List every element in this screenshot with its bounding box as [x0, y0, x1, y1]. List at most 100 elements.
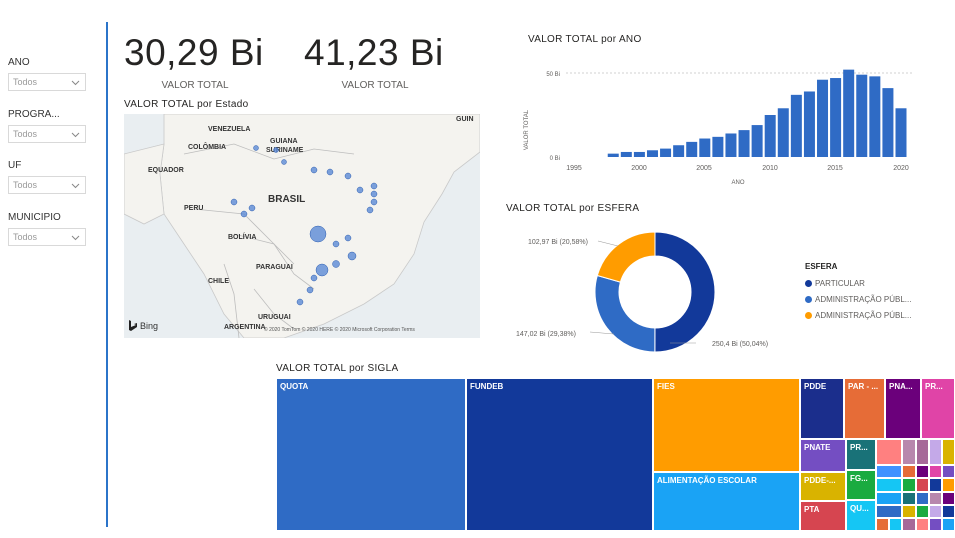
kpi-label-1: VALOR TOTAL	[161, 80, 229, 91]
slice-label: 250,4 Bi (50,04%)	[712, 341, 768, 348]
slicer-programa: PROGRA... Todos	[8, 109, 88, 143]
slicer-label: UF	[8, 160, 22, 171]
small-tile	[876, 465, 903, 479]
donut-slice-2[interactable]	[596, 231, 656, 283]
map-bubble	[309, 225, 327, 243]
bar-2013[interactable]	[803, 91, 815, 157]
map-bubble	[344, 172, 352, 180]
legend-dot	[805, 279, 812, 287]
bar-2017[interactable]	[856, 74, 868, 157]
tile-label: PAR - ...	[848, 382, 879, 391]
map-label-argentina: ARGENTINA	[224, 324, 266, 331]
bar-2007[interactable]	[725, 133, 737, 157]
tile-label: PNA...	[889, 382, 913, 391]
bar-2012[interactable]	[790, 94, 802, 157]
chevron-down-icon	[71, 80, 80, 85]
map-bubbles	[230, 145, 378, 306]
tile-pr-mid[interactable]: PR...	[846, 439, 876, 470]
leader-line	[597, 240, 619, 247]
leader-line	[589, 331, 615, 335]
bar-2019[interactable]	[882, 88, 894, 157]
small-tile	[876, 504, 903, 518]
small-tile	[889, 517, 903, 531]
legend-item[interactable]: PARTICULAR	[805, 275, 911, 291]
uf-dropdown[interactable]: Todos	[8, 176, 86, 194]
map-bubble	[310, 166, 318, 174]
xtick-label: 2020	[893, 165, 909, 172]
bar-2000[interactable]	[633, 151, 645, 157]
tile-par[interactable]: PAR - ...	[844, 378, 885, 439]
treemap[interactable]: QUOTA FUNDEB FIES ALIMENTAÇÃO ESCOLAR PD…	[276, 378, 955, 531]
tile-label: PDDE-...	[804, 476, 836, 485]
chevron-down-icon	[71, 183, 80, 188]
map-bubble	[344, 234, 352, 242]
bar-2016[interactable]	[843, 69, 855, 157]
tile-label: PDDE	[804, 382, 827, 391]
bar-2005[interactable]	[699, 138, 711, 157]
small-tile	[902, 504, 916, 518]
donut-slice-1[interactable]	[594, 274, 656, 353]
tile-fg[interactable]: FG...	[846, 470, 876, 500]
tile-pr-top[interactable]: PR...	[921, 378, 955, 439]
legend-title: ESFERA	[805, 262, 838, 271]
slicer-municipio: MUNICIPIO Todos	[8, 212, 88, 246]
bar-2004[interactable]	[686, 141, 698, 157]
tile-pta[interactable]: PTA	[800, 501, 846, 531]
small-tile	[902, 439, 916, 466]
bar-2018[interactable]	[869, 76, 881, 157]
tile-label: FG...	[850, 474, 868, 483]
tile-label: ALIMENTAÇÃO ESCOLAR	[657, 476, 757, 485]
map-bubble	[370, 182, 378, 190]
tile-pdde[interactable]: PDDE	[800, 378, 844, 439]
small-tile	[876, 439, 903, 466]
tile-label: QUOTA	[280, 382, 309, 391]
small-tile	[928, 465, 942, 479]
ano-dropdown[interactable]: Todos	[8, 73, 86, 91]
bar-chart[interactable]: VALOR TOTAL ANO 50 Bi 0 Bi 1995 2000 200…	[520, 52, 920, 187]
map-label-equador: EQUADOR	[148, 167, 184, 174]
legend-item[interactable]: ADMINISTRAÇÃO PÚBL...	[805, 291, 911, 307]
xtick-label: 2005	[696, 165, 712, 172]
tile-quota[interactable]: QUOTA	[276, 378, 466, 531]
bar-1999[interactable]	[620, 151, 632, 157]
tile-pdde2[interactable]: PDDE-...	[800, 472, 846, 501]
bar-2001[interactable]	[646, 150, 658, 157]
tile-qu[interactable]: QU...	[846, 500, 876, 531]
bar-2020[interactable]	[895, 108, 907, 157]
tile-pna[interactable]: PNA...	[885, 378, 921, 439]
xtick-label: 2000	[631, 165, 647, 172]
bar-2009[interactable]	[751, 125, 763, 157]
tile-fundeb[interactable]: FUNDEB	[466, 378, 653, 531]
tile-alimentacao[interactable]: ALIMENTAÇÃO ESCOLAR	[653, 472, 800, 531]
map-bubble	[332, 260, 340, 268]
dropdown-value: Todos	[13, 129, 38, 139]
map-bubble	[273, 147, 279, 153]
small-tile	[902, 517, 916, 531]
programa-dropdown[interactable]: Todos	[8, 125, 86, 143]
donut-slice-0[interactable]	[654, 231, 716, 353]
legend-label: ADMINISTRAÇÃO PÚBL...	[815, 294, 912, 304]
map-bubble	[326, 168, 334, 176]
municipio-dropdown[interactable]: Todos	[8, 228, 86, 246]
bar-2011[interactable]	[777, 108, 789, 157]
map-bubble	[306, 286, 314, 294]
small-tile	[928, 517, 942, 531]
bar-1998[interactable]	[607, 153, 619, 157]
donut-title: VALOR TOTAL por ESFERA	[506, 203, 640, 214]
bar-2008[interactable]	[738, 130, 750, 157]
legend-item[interactable]: ADMINISTRAÇÃO PÚBL...	[805, 307, 911, 323]
bar-2014[interactable]	[817, 79, 829, 157]
map-title: VALOR TOTAL por Estado	[124, 99, 249, 110]
bar-2002[interactable]	[660, 148, 672, 157]
map-visual[interactable]: VENEZUELA GUIANA SURINAME COLÔMBIA EQUAD…	[124, 114, 480, 338]
bar-xlabel: ANO	[731, 180, 744, 186]
donut-chart[interactable]: 250,4 Bi (50,04%) 147,02 Bi (29,38%) 102…	[500, 222, 800, 357]
map-bubble	[332, 240, 340, 248]
tile-pnate[interactable]: PNATE	[800, 439, 846, 472]
tile-fies[interactable]: FIES	[653, 378, 800, 472]
bar-2015[interactable]	[830, 78, 842, 157]
map-label-uruguai: URUGUAI	[258, 314, 291, 321]
bar-2006[interactable]	[712, 136, 724, 157]
bar-2010[interactable]	[764, 115, 776, 157]
bar-2003[interactable]	[673, 145, 685, 157]
